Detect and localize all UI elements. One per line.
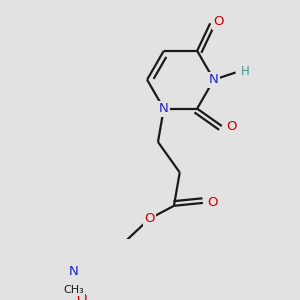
- Text: N: N: [209, 73, 219, 86]
- Text: CH₃: CH₃: [63, 285, 84, 295]
- Text: H: H: [241, 64, 249, 77]
- Text: O: O: [207, 196, 217, 209]
- Text: N: N: [69, 265, 79, 278]
- Text: O: O: [144, 212, 154, 225]
- Text: O: O: [214, 15, 224, 28]
- Text: O: O: [76, 292, 86, 300]
- Text: O: O: [226, 119, 236, 133]
- Text: N: N: [159, 102, 169, 115]
